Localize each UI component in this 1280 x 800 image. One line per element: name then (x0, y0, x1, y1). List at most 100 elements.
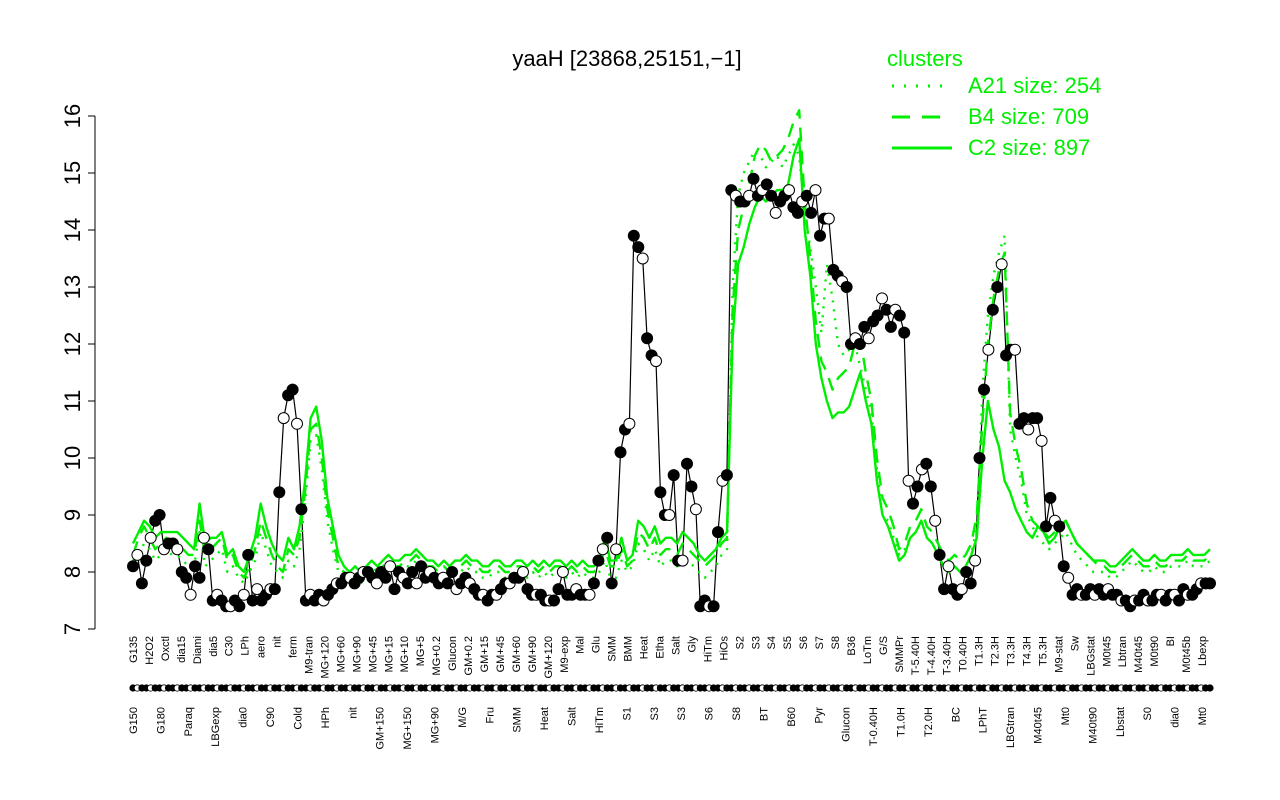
x-tick-label: BMM (623, 636, 635, 662)
x-tick-label: Gly (686, 636, 698, 653)
data-point (902, 474, 915, 487)
x-tick-label: M40t90 (1087, 707, 1099, 744)
data-point (765, 189, 778, 202)
data-point (876, 292, 888, 305)
x-tick-label: Lbtran (1117, 636, 1129, 667)
data-point (933, 548, 946, 561)
x-tick-label: MG+150 (402, 707, 414, 750)
data-point (676, 554, 689, 567)
x-tick-label: S1 (621, 707, 633, 720)
data-point (720, 469, 733, 482)
data-point (1173, 594, 1185, 607)
data-point (552, 583, 565, 596)
y-tick-label: 15 (60, 161, 85, 185)
legend-label: C2 size: 897 (968, 135, 1090, 160)
series-line-dotted (132, 143, 1211, 585)
x-tick-label: Mt0 (1197, 707, 1209, 725)
x-tick-label: nit (347, 707, 359, 719)
x-tick-label: T2.3H (990, 636, 1002, 666)
x-tick-label: MG+45 (367, 636, 379, 672)
x-tick-label: C30 (224, 636, 236, 656)
data-point (898, 326, 911, 339)
x-tick-label: HiTm (594, 707, 606, 733)
data-point (760, 178, 773, 191)
x-tick-label: S4 (766, 636, 778, 649)
data-point (632, 241, 645, 254)
legend-label: B4 size: 709 (968, 104, 1089, 129)
x-tick-label: C90 (265, 707, 277, 727)
data-point (1040, 520, 1052, 533)
data-point (556, 566, 569, 578)
x-tick-label: S3 (676, 707, 688, 720)
x-tick-label: MG+90 (430, 707, 442, 743)
data-point (924, 480, 937, 493)
data-point (650, 355, 662, 368)
data-point (379, 571, 392, 584)
x-tick-label: LBGexp (210, 707, 222, 747)
data-point (978, 383, 990, 396)
legend-entries: A21 size: 254 B4 size: 709 C2 size: 897 (892, 73, 1101, 160)
data-point (388, 583, 401, 596)
x-tick-label: G150 (128, 707, 140, 734)
x-tick-label: Cold (293, 707, 305, 730)
y-tick-label: 11 (60, 390, 85, 413)
x-tick-label: Etha (655, 635, 667, 659)
x-tick-label: GM+60 (511, 636, 523, 672)
data-point (858, 320, 871, 333)
x-tick-label: S5 (782, 636, 794, 649)
data-point (1031, 412, 1044, 425)
x-tick-label: HiTm (702, 636, 714, 662)
x-tick-label: LPh (240, 636, 252, 656)
data-point (991, 281, 1004, 293)
x-tick-label: T2.0H (923, 707, 935, 737)
data-point (135, 577, 148, 590)
data-point (623, 417, 636, 430)
data-point (127, 560, 139, 573)
x-tick-label: Sw (1069, 636, 1081, 651)
data-point (969, 554, 982, 567)
data-point (960, 566, 973, 578)
data-point (805, 206, 818, 219)
data-point (370, 577, 383, 590)
data-point (809, 184, 822, 197)
x-tick-label: dia5 (208, 636, 220, 657)
data-point (636, 252, 649, 265)
data-point (197, 531, 210, 544)
x-tick-label: dia15 (176, 636, 188, 663)
x-tick-label: Salt (671, 636, 683, 655)
x-tick-label: S6 (704, 707, 716, 720)
data-point (202, 543, 215, 556)
y-tick-label: 10 (60, 446, 85, 470)
data-point (689, 503, 702, 516)
x-tick-label: Lbexp (1197, 636, 1209, 666)
x-tick-label: Oxctl (160, 636, 172, 661)
y-tick-label: 13 (60, 275, 85, 299)
y-tick-label: 12 (60, 332, 85, 356)
data-point (441, 577, 454, 590)
x-tick-label: Pyr (813, 707, 825, 724)
x-tick-label: T-5.40H (910, 636, 922, 675)
data-point (1035, 434, 1048, 447)
x-tick-label: M/G (457, 707, 469, 728)
data-point (800, 189, 813, 202)
x-tick-label: dia0 (238, 707, 250, 728)
data-point (955, 583, 968, 596)
y-tick-label: 9 (60, 509, 85, 521)
data-point (667, 469, 680, 482)
data-point (601, 531, 614, 544)
x-tick-label: H2O2 (144, 636, 156, 665)
data-point (517, 566, 529, 578)
data-point (171, 543, 184, 556)
data-point (273, 486, 286, 499)
x-tick-label: M9-tran (304, 636, 316, 674)
x-tick-label: MG+60 (335, 636, 347, 672)
x-tick-label: GM+0.2 (463, 636, 475, 675)
data-point (583, 588, 596, 601)
data-point (995, 258, 1008, 271)
x-tick-label: T4.3H (1022, 636, 1034, 666)
x-tick-label: T0.40H (958, 636, 970, 672)
x-tick-label: GM+45 (495, 636, 507, 672)
data-point (610, 543, 623, 556)
data-point (410, 577, 423, 590)
